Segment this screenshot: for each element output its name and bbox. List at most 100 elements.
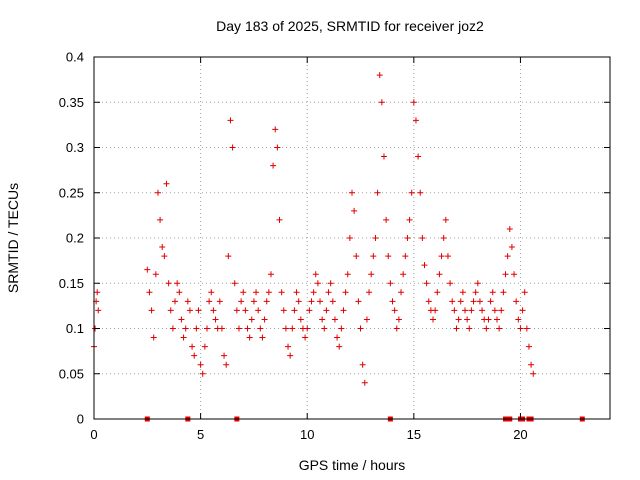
data-point	[515, 316, 522, 323]
data-point	[312, 271, 319, 278]
data-point	[274, 144, 281, 151]
data-point	[323, 307, 330, 314]
data-point	[176, 289, 183, 296]
chart-title: Day 183 of 2025, SRMTID for receiver joz…	[216, 18, 484, 34]
data-point	[525, 343, 532, 350]
data-point	[432, 307, 439, 314]
data-point	[174, 280, 181, 287]
data-point	[208, 289, 215, 296]
data-point	[417, 189, 424, 196]
data-point	[189, 343, 196, 350]
data-point	[180, 334, 187, 341]
data-point	[210, 307, 217, 314]
data-point	[479, 307, 486, 314]
data-point	[453, 325, 460, 332]
data-point	[498, 307, 505, 314]
data-point	[361, 379, 368, 386]
data-point	[378, 99, 385, 106]
data-point	[504, 253, 511, 260]
data-point	[276, 216, 283, 223]
data-point	[235, 325, 242, 332]
data-point	[421, 262, 428, 269]
data-point	[442, 216, 449, 223]
data-point	[406, 216, 413, 223]
data-point	[165, 280, 172, 287]
data-point	[412, 117, 419, 124]
data-point	[389, 298, 396, 305]
data-point	[483, 325, 490, 332]
data-point	[184, 298, 191, 305]
data-point	[263, 298, 270, 305]
data-point	[152, 271, 159, 278]
data-point	[523, 325, 530, 332]
data-point	[517, 325, 524, 332]
data-point	[172, 298, 179, 305]
data-point	[368, 271, 375, 278]
data-point	[270, 162, 277, 169]
data-point	[372, 235, 379, 241]
data-point	[282, 325, 289, 332]
data-point	[204, 325, 211, 332]
data-point	[493, 316, 500, 323]
data-point	[319, 316, 326, 323]
data-point	[342, 289, 349, 296]
data-point	[225, 253, 232, 260]
data-point	[178, 316, 185, 323]
data-point	[400, 271, 407, 278]
data-point	[334, 334, 341, 341]
data-point	[395, 316, 402, 323]
data-point	[374, 189, 381, 196]
data-point	[191, 352, 198, 359]
x-tick-label: 20	[513, 427, 527, 442]
data-point	[154, 189, 161, 196]
data-point	[474, 280, 481, 287]
data-point	[246, 334, 253, 341]
data-point	[233, 307, 240, 314]
data-point	[94, 289, 101, 296]
data-point	[244, 325, 251, 332]
data-point	[444, 253, 451, 260]
data-point	[248, 316, 255, 323]
data-point	[491, 307, 498, 314]
data-point	[227, 117, 234, 124]
data-point	[351, 207, 358, 214]
data-point	[182, 325, 189, 332]
data-point	[496, 325, 503, 332]
data-point	[291, 307, 298, 314]
data-point	[297, 316, 304, 323]
x-tick-label: 10	[300, 427, 314, 442]
x-tick-label: 0	[90, 427, 97, 442]
data-point	[195, 307, 202, 314]
data-point	[506, 225, 513, 232]
y-tick-label: 0.2	[66, 231, 84, 246]
y-tick-label: 0.35	[59, 95, 84, 110]
data-point	[349, 189, 355, 196]
data-point	[376, 72, 383, 79]
data-point	[199, 370, 206, 377]
data-point	[327, 280, 334, 287]
data-point	[489, 289, 496, 296]
data-point	[144, 266, 151, 273]
data-point	[293, 289, 300, 296]
data-point	[466, 325, 473, 332]
data-point	[325, 289, 332, 296]
data-point	[521, 289, 528, 296]
x-axis-label: GPS time / hours	[299, 457, 406, 473]
data-point	[438, 253, 445, 260]
data-point	[280, 307, 287, 314]
data-point	[519, 307, 526, 314]
data-point	[423, 280, 430, 287]
axis-ticks: 0 0.05 0.1 0.15 0.2 0.25 0.3 0.35 0.4 0 5 10 15 20	[59, 50, 610, 442]
data-point	[331, 316, 338, 323]
data-point	[459, 289, 466, 296]
data-point	[470, 298, 477, 305]
data-point	[500, 289, 507, 296]
y-tick-label: 0.1	[66, 321, 84, 336]
data-point	[272, 126, 279, 133]
data-point	[380, 153, 387, 160]
data-point	[201, 343, 208, 350]
data-point	[513, 298, 520, 305]
data-point	[419, 235, 426, 241]
data-point	[221, 352, 228, 359]
